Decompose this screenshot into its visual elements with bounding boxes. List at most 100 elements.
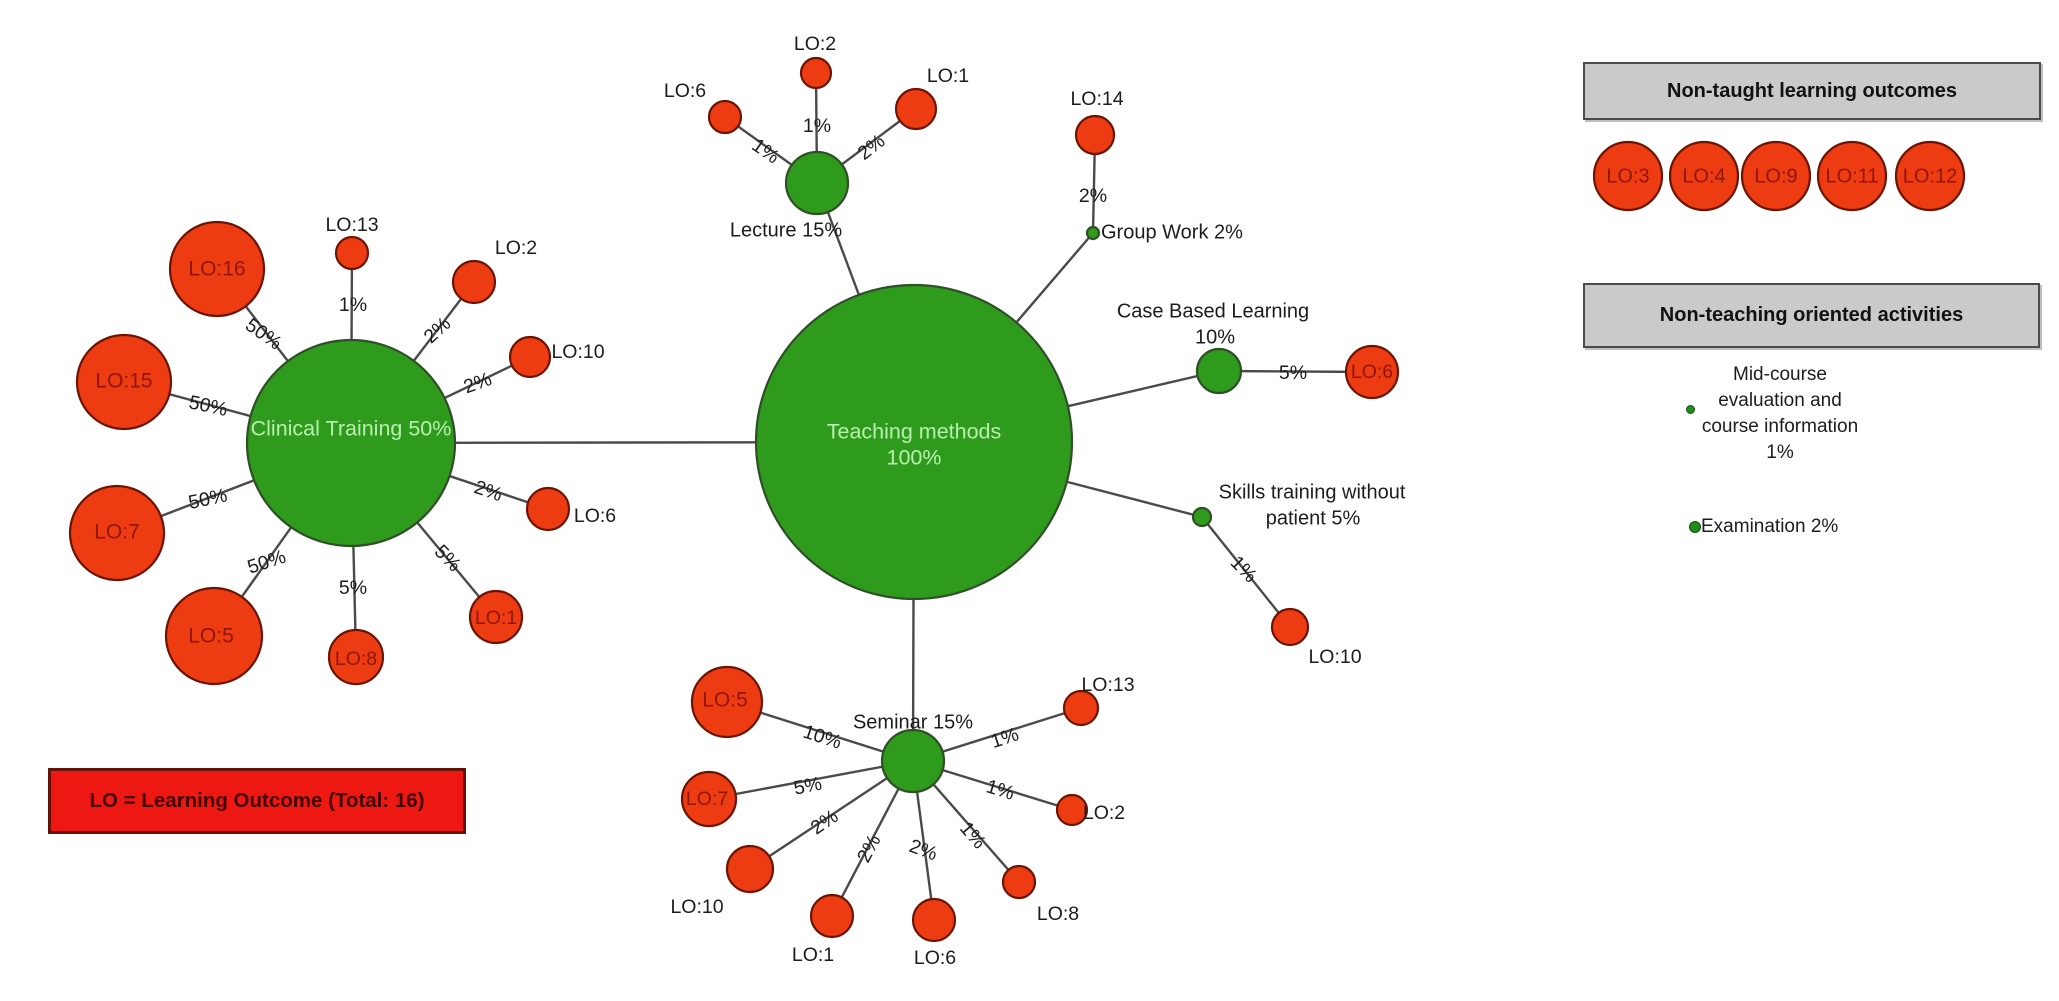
node-teaching-label-1: 100% [887,446,942,470]
edge-seminar-sm10 [749,759,914,871]
node-c8-label-0: LO:8 [335,648,377,670]
node-sm10-label-0: LO:10 [670,896,723,918]
node-cbl-circle [1195,347,1243,395]
node-sm13-circle [1062,689,1100,727]
node-s10-circle [1270,607,1310,647]
node-lecture-label-0: Lecture 15% [730,219,843,241]
node-s7-circle [680,770,738,828]
node-sm6-label-0: LO:6 [914,947,956,969]
node-l6-circle [707,99,743,135]
node-leg4-circle [1668,140,1740,212]
learning-outcome-note-text: LO = Learning Outcome (Total: 16) [89,789,425,812]
edge-label-seminar-s5: 10% [800,721,844,754]
node-l6-label-0: LO:6 [664,80,706,102]
edge-label-clinical-c15: 50% [187,391,230,421]
node-leg9-label-0: LO:9 [1754,165,1797,187]
node-l2-label-0: LO:2 [794,33,836,55]
node-leg3-circle [1592,140,1664,212]
node-leg9-circle [1740,140,1812,212]
examination-label: Examination 2% [1701,516,1839,537]
node-clinical-label-0: Clinical Training 50% [251,417,452,441]
edge-label-clinical-c7: 50% [186,484,229,514]
node-sm13-label-0: LO:13 [1081,674,1134,696]
examination-dot [1689,521,1701,533]
node-skills-label-0: Skills training without [1219,481,1406,503]
legend-non-taught-title: Non-taught learning outcomes [1667,79,1957,102]
edge-skills-s10 [1201,516,1291,628]
node-leg4-label-0: LO:4 [1682,165,1725,187]
legend-non-teaching-header: Non-teaching oriented activities [1583,283,2040,348]
node-sm8-circle [1001,864,1037,900]
node-leg3-label-0: LO:3 [1606,165,1649,187]
node-seminar-circle [880,728,946,794]
node-groupwork-circle [1085,225,1101,241]
node-c2-circle [451,259,497,305]
mid-course-line-1: Mid-course [1733,364,1827,385]
node-c1-label-0: LO:1 [475,607,517,629]
edge-label-seminar-sm6: 2% [906,835,940,865]
edge-label-clinical-c5: 50% [245,546,289,579]
node-cbl-label-1: 10% [1195,326,1235,348]
node-c16-circle [168,220,266,318]
node-c5-circle [164,586,264,686]
node-c16-label-0: LO:16 [188,258,245,281]
edge-label-groupwork-g14: 2% [1079,185,1107,207]
mid-course-dot [1686,405,1695,414]
node-s5-label-0: LO:5 [702,689,748,712]
node-leg12-label-0: LO:12 [1903,165,1957,187]
node-sm2-label-0: LO:2 [1083,802,1125,824]
node-c7-label-0: LO:7 [94,521,140,544]
edge-seminar-s7 [708,759,914,801]
node-l1-circle [894,87,938,131]
node-c2-label-0: LO:2 [495,237,537,259]
node-skills-label-1: patient 5% [1266,507,1361,529]
examination-activity-label: Examination 2% [1701,516,1941,538]
node-c13-circle [334,235,370,271]
node-l1-label-0: LO:1 [927,65,969,87]
edge-label-lecture-l2: 1% [803,115,831,137]
node-c13-label-0: LO:13 [325,214,378,236]
mid-course-line-2: evaluation and [1718,390,1842,411]
node-c7-circle [68,484,166,582]
edge-label-clinical-c6: 2% [471,476,505,506]
node-s5-circle [690,665,764,739]
node-lecture-circle [784,150,850,216]
node-cbl-label-0: Case Based Learning [1117,300,1309,322]
node-seminar-label-0: Seminar 15% [853,711,973,733]
node-teaching-circle [754,283,1074,601]
node-c1-circle [468,589,524,645]
node-teaching-label-0: Teaching methods [827,420,1002,444]
node-g14-label-0: LO:14 [1070,88,1123,110]
learning-outcome-note-box: LO = Learning Outcome (Total: 16) [48,768,466,834]
node-sm10-circle [725,844,775,894]
node-c5-label-0: LO:5 [188,625,234,648]
edge-label-clinical-c13: 1% [339,294,367,316]
mid-course-activity-label: Mid-course evaluation and course informa… [1640,362,1920,466]
node-c10-circle [508,335,552,379]
edge-label-seminar-sm2: 1% [984,776,1017,805]
node-s7-label-0: LO:7 [686,788,728,810]
node-sm8-label-0: LO:8 [1037,903,1079,925]
edge-label-skills-s10: 1% [1226,552,1261,587]
node-leg11-circle [1816,140,1888,212]
legend-non-taught-header: Non-taught learning outcomes [1583,62,2041,120]
node-leg12-circle [1894,140,1966,212]
edge-label-lecture-l6: 1% [748,134,784,168]
node-skills-circle [1191,506,1213,528]
node-clinical-circle [245,338,457,548]
edge-label-cbl-cb6: 5% [1279,362,1307,384]
edge-label-clinical-c1: 5% [430,541,465,576]
edge-label-seminar-s7: 5% [792,773,824,800]
node-c6-circle [525,486,571,532]
node-sm2-circle [1055,793,1089,827]
node-l2-circle [799,56,833,90]
node-sm1-circle [809,893,855,939]
node-leg11-label-0: LO:11 [1826,165,1879,187]
node-sm1-label-0: LO:1 [792,944,834,966]
node-c8-circle [327,628,385,686]
node-cb6-circle [1344,344,1400,400]
node-c6-label-0: LO:6 [574,505,616,527]
mid-course-line-4: 1% [1766,442,1794,463]
